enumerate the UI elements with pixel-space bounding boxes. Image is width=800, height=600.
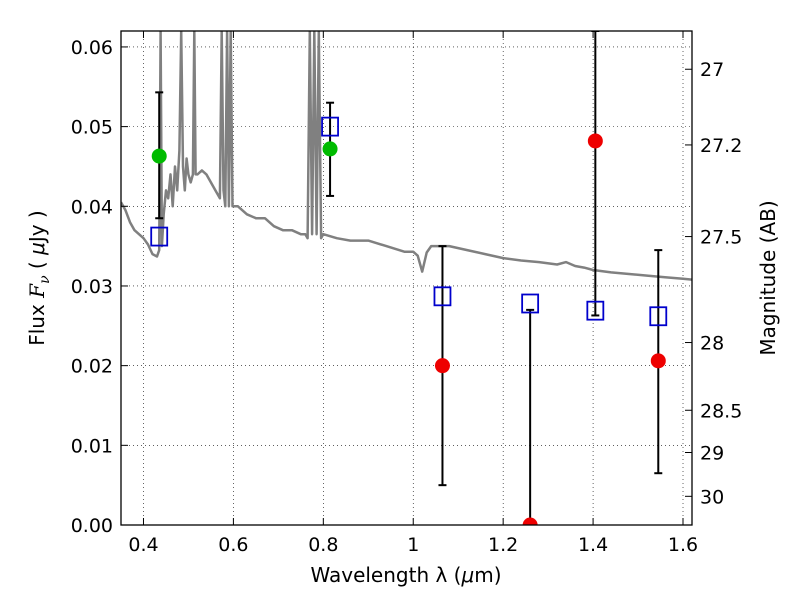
measured-flux-point <box>650 353 666 369</box>
plot-area <box>121 31 692 525</box>
y2-tick-label: 28.5 <box>700 400 742 422</box>
measured-flux-point <box>322 141 338 157</box>
y2-tick-label: 27.2 <box>700 135 742 157</box>
model-photometry-marker <box>586 300 605 321</box>
measured-flux-point <box>522 517 538 525</box>
x-tick-label: 0.6 <box>218 534 248 556</box>
y-tick-label: 0.05 <box>71 117 113 139</box>
y-tick-label: 0.03 <box>71 276 113 298</box>
y-tick-label: 0.00 <box>71 515 113 537</box>
plot-frame <box>120 30 693 526</box>
x-tick-label: 1 <box>407 534 419 556</box>
model-photometry-marker <box>321 116 339 137</box>
x-tick-label: 0.4 <box>128 534 158 556</box>
x-tick-label: 1.4 <box>578 534 608 556</box>
y2-tick-label: 29 <box>700 442 724 464</box>
y2-tick-label: 28 <box>700 333 724 355</box>
y-tick-label: 0.01 <box>71 435 113 457</box>
y2-tick-label: 27.5 <box>700 227 742 249</box>
axis-ticks: 0.4 0.6 0.8 1 1.2 1.4 1.6 0.00 0.01 0.02 0.03 0.04 0… <box>71 31 742 556</box>
y2-tick-label: 30 <box>700 486 724 508</box>
model-photometry-marker <box>521 293 540 314</box>
x-tick-label: 0.8 <box>308 534 338 556</box>
y2-axis-label: Magnitude (AB) <box>756 200 780 355</box>
measured-flux-point <box>151 148 167 164</box>
y-axis-label: Flux Fν ( μJy ) <box>25 210 53 346</box>
measured-flux-point <box>434 358 450 374</box>
x-tick-label: 1.2 <box>488 534 518 556</box>
y-tick-label: 0.06 <box>71 37 113 59</box>
model-photometry-marker <box>649 306 668 327</box>
y-tick-label: 0.04 <box>71 196 113 218</box>
y2-tick-label: 27 <box>700 59 724 81</box>
x-tick-label: 1.6 <box>668 534 698 556</box>
x-axis-label: Wavelength λ (μm) <box>310 563 501 587</box>
model-photometry-marker <box>433 286 452 307</box>
model-photometry-marker <box>150 226 169 247</box>
measured-flux-point <box>587 133 603 149</box>
y-tick-label: 0.02 <box>71 356 113 378</box>
plot-background <box>121 31 692 525</box>
model-spectrum-line <box>121 31 692 281</box>
